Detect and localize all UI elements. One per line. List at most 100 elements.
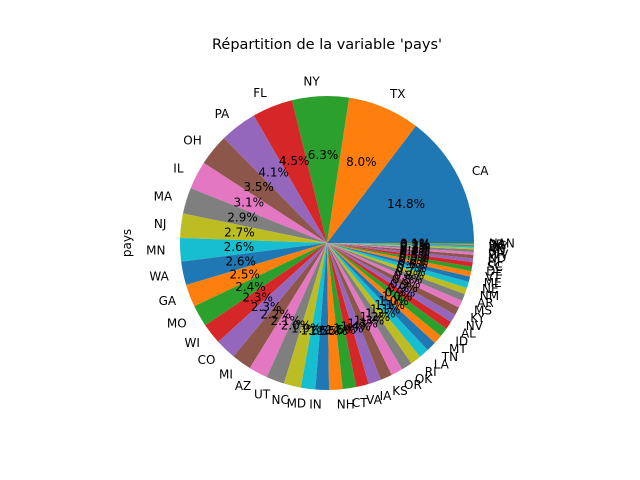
pie-percent-label-ks: 1.3% [347, 317, 378, 331]
pie-slice-mt [327, 243, 441, 343]
pie-category-label-tn: TN [441, 350, 458, 364]
pie-percent-label-mt: 1.0% [378, 294, 409, 308]
pie-percent-label-pa: 4.1% [258, 166, 289, 180]
pie-percent-label-mn: 2.6% [224, 240, 255, 254]
pie-slice-nd [327, 243, 474, 259]
pie-percent-label-vt: 0.6% [398, 255, 429, 269]
pie-slice-pr [327, 243, 474, 245]
pie-slice-dc [327, 243, 474, 246]
pie-slice-pa [223, 115, 327, 243]
pie-percent-label-nv: 0.9% [387, 281, 418, 295]
pie-slice-co [218, 243, 327, 357]
pie-slice-wv [327, 243, 474, 255]
pie-slice-ga [186, 243, 327, 307]
pie-category-label-ne: NE [482, 282, 499, 296]
pie-slice-ky [327, 243, 460, 315]
pie-slice-mn [180, 237, 327, 262]
pie-slice-nv [327, 243, 456, 322]
pie-percent-label-ut: 2.0% [281, 319, 312, 333]
pie-category-label-nc: NC [271, 393, 288, 407]
pie-category-label-ak: AK [489, 242, 506, 256]
pie-percent-label-md: 1.6% [300, 323, 331, 337]
pie-slice-tn [327, 243, 435, 351]
pie-percent-label-nm: 0.7% [395, 265, 426, 279]
pie-slice-tx [327, 97, 416, 243]
pie-percent-label-ny: 6.3% [308, 148, 339, 162]
pie-category-label-oh: OH [183, 134, 201, 148]
pie-slice-hi [327, 243, 474, 263]
pie-slice-va [327, 243, 369, 388]
pie-percent-label-sc: 0.5% [399, 249, 430, 263]
pie-category-label-sc: SC [487, 260, 503, 274]
pie-percent-label-tn: 1.1% [374, 298, 405, 312]
pie-category-label-va: VA [366, 393, 382, 407]
pie-slice-in [315, 243, 330, 391]
pie-percent-label-ne: 0.7% [396, 261, 427, 275]
pie-percent-label-nan: 0.1% [400, 236, 431, 250]
pie-category-label-wi: WI [184, 336, 199, 350]
pie-percent-label-mi: 2.2% [260, 308, 291, 322]
pie-percent-label-ok: 1.2% [360, 310, 391, 324]
pie-category-label-wy: WY [489, 240, 509, 254]
pie-percent-label-sd: 0.3% [400, 241, 431, 255]
pie-slice-fl [253, 100, 327, 243]
pie-slice-ms [327, 243, 463, 308]
pie-slice-ca [327, 125, 474, 243]
pie-slice-nh [327, 243, 343, 390]
pie-percent-label-ri: 1.2% [365, 306, 396, 320]
pie-slice-wa [181, 243, 327, 285]
pie-category-label-mt: MT [449, 342, 467, 356]
pie-percent-label-wy: 0.2% [400, 238, 431, 252]
pie-category-label-ok: OK [415, 372, 433, 386]
pie-category-label-mi: MI [219, 368, 233, 382]
pie-category-label-nv: NV [466, 319, 484, 333]
pie-slice-ak [327, 243, 474, 250]
pie-slice-id [327, 243, 447, 336]
pie-category-label-ga: GA [159, 294, 177, 308]
pie-percent-label-ky: 0.9% [390, 277, 421, 291]
pie-category-label-mo: MO [167, 316, 187, 330]
pie-percent-label-or: 1.3% [354, 314, 385, 328]
pie-category-label-la: LA [434, 357, 450, 371]
pie-category-label-me: ME [484, 276, 502, 290]
pie-slice-ny [291, 95, 350, 243]
pie-slice-wi [205, 243, 327, 342]
pie-category-label-ia: IA [380, 389, 393, 403]
pie-category-label-ma: MA [154, 189, 173, 203]
pie-percent-label-az: 2.1% [270, 314, 301, 328]
pie-percent-label-nh: 1.5% [317, 324, 348, 338]
pie-percent-label-in: 1.5% [309, 324, 340, 338]
pie-category-label-nh: NH [337, 397, 355, 411]
pie-slice-ks [327, 243, 392, 380]
pie-slice-la [327, 243, 428, 357]
pie-category-label-dc: DC [489, 239, 507, 253]
pie-category-label-id: ID [455, 334, 468, 348]
pie-percent-label-ia: 1.4% [340, 319, 371, 333]
pie-percent-label-ms: 0.8% [392, 273, 423, 287]
pie-category-label-al: AL [461, 327, 476, 341]
pie-percent-label-oh: 3.5% [243, 180, 274, 194]
pie-category-label-ks: KS [392, 384, 408, 398]
pie-percent-label-wa: 2.6% [225, 254, 256, 268]
pie-slice-oh [203, 138, 327, 243]
pie-slice-de [327, 243, 473, 272]
pie-percent-label-nj: 2.7% [224, 226, 255, 240]
pie-category-label-fl: FL [253, 86, 267, 100]
pie-category-label-ut: UT [254, 387, 271, 401]
y-axis-label: pays [120, 229, 134, 257]
pie-slices [180, 95, 475, 391]
pie-percent-label-me: 0.6% [397, 258, 428, 272]
pie-slice-az [249, 243, 327, 378]
pie-slice-al [327, 243, 452, 329]
pie-percent-label-co: 2.3% [251, 300, 282, 314]
pie-slice-nan [327, 243, 475, 244]
pie-category-label-de: DE [486, 265, 503, 279]
pie-percent-label-ct: 1.5% [325, 323, 356, 337]
pie-slice-ne [327, 243, 469, 289]
pie-percent-label-ca: 14.8% [387, 197, 425, 211]
pie-slice-mi [233, 243, 327, 369]
pie-percent-label-dc: 0.1% [400, 237, 431, 251]
pie-category-label-in: IN [309, 398, 322, 412]
